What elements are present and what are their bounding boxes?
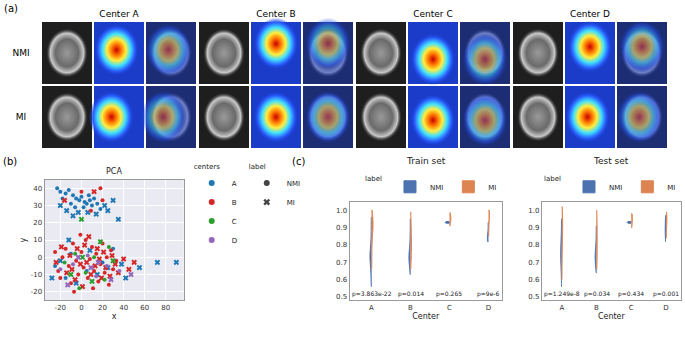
svg-text:NMI: NMI xyxy=(609,184,622,192)
svg-text:Train set: Train set xyxy=(406,156,446,166)
svg-text:(c): (c) xyxy=(292,156,305,167)
svg-text:centers: centers xyxy=(194,163,221,171)
svg-text:p=3.863e-22: p=3.863e-22 xyxy=(352,290,392,298)
svg-text:0.5: 0.5 xyxy=(528,293,539,301)
svg-text:Test set: Test set xyxy=(593,156,629,166)
svg-text:0.6: 0.6 xyxy=(336,276,348,284)
svg-text:(b): (b) xyxy=(3,156,17,167)
svg-text:label: label xyxy=(544,175,561,183)
svg-text:Center C: Center C xyxy=(413,9,452,19)
svg-text:D: D xyxy=(486,304,491,312)
svg-text:(a): (a) xyxy=(4,3,18,14)
svg-text:A: A xyxy=(559,304,564,312)
svg-text:p=0.434: p=0.434 xyxy=(618,290,644,298)
svg-text:NMI: NMI xyxy=(430,184,443,192)
svg-text:20: 20 xyxy=(98,304,107,312)
svg-text:Center A: Center A xyxy=(99,9,139,19)
svg-text:p=0.001: p=0.001 xyxy=(653,290,679,298)
svg-text:MI: MI xyxy=(287,199,295,207)
svg-text:30: 30 xyxy=(33,202,42,210)
svg-text:p=9e-6: p=9e-6 xyxy=(477,290,500,298)
svg-text:-20: -20 xyxy=(55,304,66,312)
svg-text:label: label xyxy=(249,163,266,171)
svg-text:label: label xyxy=(365,175,382,183)
svg-text:40: 40 xyxy=(33,185,42,193)
svg-text:0.7: 0.7 xyxy=(528,259,539,267)
svg-text:-10: -10 xyxy=(31,271,42,279)
svg-text:B: B xyxy=(408,304,413,312)
svg-text:B: B xyxy=(232,199,237,207)
svg-text:p=0.034: p=0.034 xyxy=(584,290,610,298)
svg-text:80: 80 xyxy=(161,304,170,312)
svg-text:10: 10 xyxy=(33,236,42,244)
svg-text:MI: MI xyxy=(488,184,496,192)
svg-text:NMI: NMI xyxy=(12,48,29,58)
svg-text:MI: MI xyxy=(16,112,26,122)
svg-text:A: A xyxy=(369,304,374,312)
svg-text:x: x xyxy=(112,312,117,321)
svg-text:Center B: Center B xyxy=(256,9,295,19)
svg-text:1.0: 1.0 xyxy=(336,207,347,215)
svg-text:D: D xyxy=(232,237,237,245)
svg-text:Center: Center xyxy=(412,312,440,321)
svg-text:40: 40 xyxy=(119,304,128,312)
svg-text:y: y xyxy=(19,237,28,242)
svg-text:1.0: 1.0 xyxy=(528,207,539,215)
svg-text:0: 0 xyxy=(79,304,83,312)
svg-text:0.8: 0.8 xyxy=(528,241,539,249)
svg-text:C: C xyxy=(447,304,452,312)
svg-text:C: C xyxy=(629,304,634,312)
svg-text:MI: MI xyxy=(667,184,675,192)
svg-text:D: D xyxy=(663,304,668,312)
svg-text:0.6: 0.6 xyxy=(528,276,540,284)
svg-text:PCA: PCA xyxy=(106,167,122,176)
svg-text:B: B xyxy=(594,304,599,312)
svg-text:Center D: Center D xyxy=(570,9,610,19)
svg-text:0: 0 xyxy=(38,254,42,262)
svg-text:A: A xyxy=(232,180,237,188)
svg-text:-20: -20 xyxy=(31,288,42,296)
svg-text:60: 60 xyxy=(140,304,149,312)
svg-text:Center: Center xyxy=(598,312,626,321)
svg-text:NMI: NMI xyxy=(287,180,300,188)
svg-text:p=1.249e-8: p=1.249e-8 xyxy=(544,290,580,298)
svg-text:20: 20 xyxy=(33,219,42,227)
svg-text:0.7: 0.7 xyxy=(336,259,347,267)
svg-text:0.9: 0.9 xyxy=(528,224,539,232)
svg-text:0.8: 0.8 xyxy=(336,241,347,249)
svg-text:p=0.265: p=0.265 xyxy=(436,290,462,298)
svg-text:C: C xyxy=(232,218,237,226)
svg-text:p=0.014: p=0.014 xyxy=(398,290,424,298)
svg-text:0.9: 0.9 xyxy=(336,224,347,232)
svg-text:0.5: 0.5 xyxy=(336,293,347,301)
